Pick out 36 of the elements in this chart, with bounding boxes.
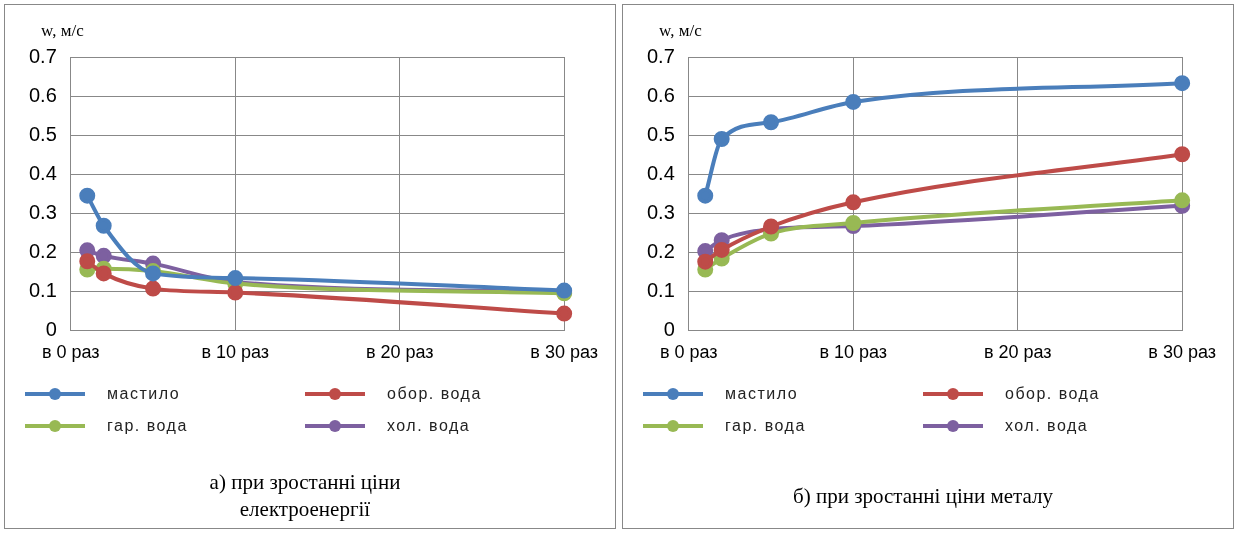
text: б) при зростанні ціни металу (792, 483, 1054, 510)
y-tick-label: 0.4 (28, 161, 57, 184)
y-tick-label: 0.1 (646, 278, 675, 301)
legend-label: гар. вода (107, 417, 188, 435)
legend-label: обор. вода (1005, 385, 1100, 403)
x-tick-label: в 30 раз (530, 342, 599, 363)
legend-label: хол. вода (1005, 417, 1089, 435)
x-tick-label: в 0 раз (659, 342, 718, 363)
x-tick-label: в 10 раз (819, 342, 888, 363)
y-tick-label: 0.2 (28, 239, 57, 262)
y-tick-label: 0.6 (646, 83, 675, 106)
y-tick-label: 0.6 (28, 83, 57, 106)
y-tick-label: 0 (45, 317, 57, 340)
legend-label: мастило (107, 385, 181, 403)
y-tick-label: 0.5 (646, 122, 675, 145)
y-tick-label: 0.3 (646, 200, 675, 223)
legend-label: гар. вода (725, 417, 806, 435)
y-tick-label: 0.4 (646, 161, 675, 184)
x-tick-label: в 20 раз (365, 342, 434, 363)
legend-label: мастило (725, 385, 799, 403)
x-tick-label: в 10 раз (201, 342, 270, 363)
x-tick-label: в 30 раз (1148, 342, 1217, 363)
y-axis-title: w, м/с (659, 21, 702, 41)
y-tick-label: 0.1 (28, 278, 57, 301)
x-tick-label: в 20 раз (983, 342, 1052, 363)
legend-label: обор. вода (387, 385, 482, 403)
y-tick-label: 0.3 (28, 200, 57, 223)
y-tick-label: 0.5 (28, 122, 57, 145)
text: а) при зростанні ціни електроенергії (208, 469, 402, 523)
y-tick-label: 0.2 (646, 239, 675, 262)
y-tick-label: 0 (663, 317, 675, 340)
y-axis-title: w, м/с (41, 21, 84, 41)
legend-label: хол. вода (387, 417, 471, 435)
y-tick-label: 0.7 (646, 44, 675, 67)
y-tick-label: 0.7 (28, 44, 57, 67)
x-tick-label: в 0 раз (41, 342, 100, 363)
